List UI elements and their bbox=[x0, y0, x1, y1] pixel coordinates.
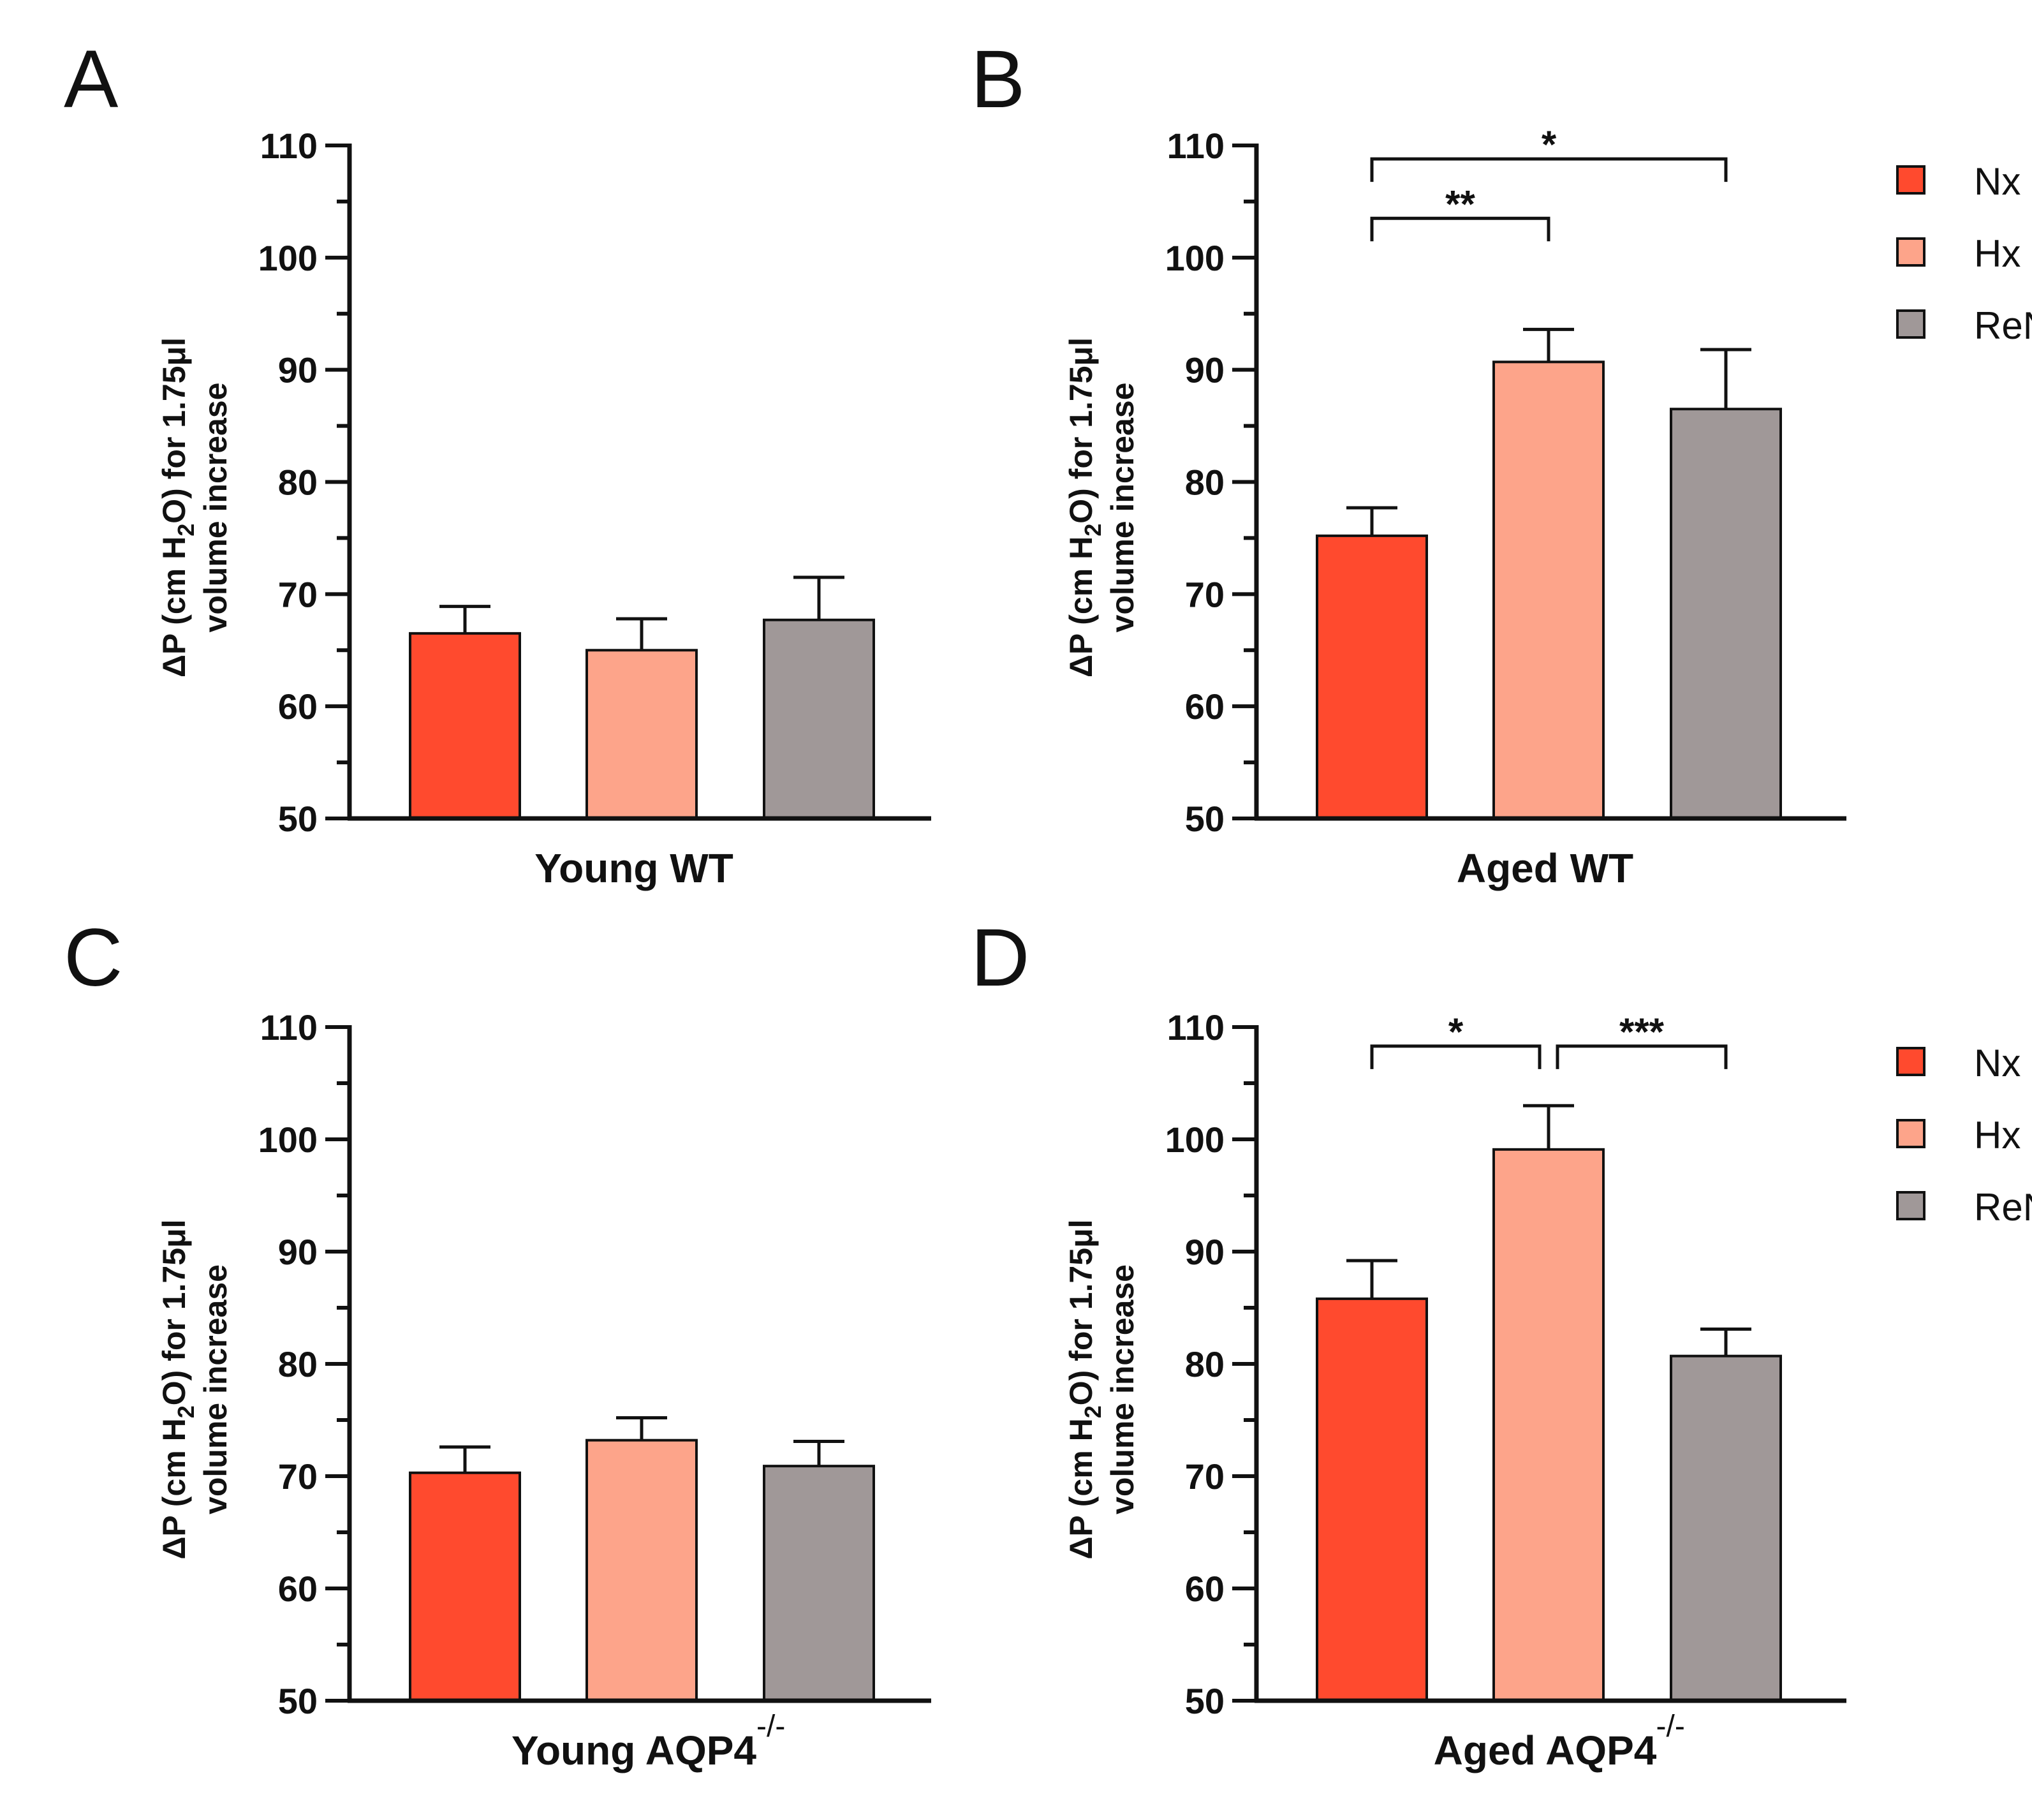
y-axis-title-part: O) for 1.75μl bbox=[1063, 337, 1099, 524]
y-axis-title-part: O) for 1.75μl bbox=[156, 1219, 192, 1405]
y-tick-label: 110 bbox=[1167, 1007, 1225, 1047]
chart-panel-b: B 50 60 70 80 90 100 110 ΔP (cm H2O) for 1.75μl v… bbox=[971, 34, 2032, 891]
y-tick-label: 50 bbox=[278, 1681, 318, 1721]
y-tick-label: 70 bbox=[278, 574, 318, 614]
legend-label-renx: ReNx bbox=[1974, 1186, 2032, 1229]
bar-renx bbox=[763, 618, 875, 820]
legend-label-hx: Hx bbox=[1974, 1114, 2021, 1157]
y-tick-label: 90 bbox=[278, 1232, 318, 1272]
y-tick-label: 90 bbox=[1185, 350, 1225, 390]
y-tick-label: 80 bbox=[278, 1344, 318, 1384]
y-tick-label: 80 bbox=[1185, 1344, 1225, 1384]
y-tick-label: 90 bbox=[1185, 1232, 1225, 1272]
y-axis-title-part: ΔP (cm H bbox=[156, 1418, 192, 1559]
bar-hx bbox=[585, 649, 698, 820]
y-tick-label: 60 bbox=[278, 1569, 318, 1609]
legend-label-hx: Hx bbox=[1974, 232, 2021, 275]
legend-label-nx: Nx bbox=[1974, 160, 2021, 203]
significance-label: *** bbox=[1619, 1010, 1665, 1053]
y-axis-title-line1: ΔP (cm H2O) for 1.75μl bbox=[156, 337, 199, 677]
legend-swatch-nx bbox=[1896, 165, 1925, 195]
y-tick-label: 100 bbox=[258, 1120, 318, 1160]
significance-bracket bbox=[1370, 157, 1728, 182]
y-axis-title-sub: 2 bbox=[173, 524, 199, 536]
bar-hx bbox=[1492, 360, 1605, 820]
legend-swatch-hx bbox=[1896, 237, 1925, 267]
significance-bracket bbox=[1556, 1044, 1728, 1069]
y-axis-title-line2: volume increase bbox=[1105, 1264, 1140, 1514]
y-axis-title-line2: volume increase bbox=[198, 383, 233, 633]
y-tick-label: 60 bbox=[1185, 1569, 1225, 1609]
y-tick-label: 100 bbox=[258, 238, 318, 278]
legend-label-nx: Nx bbox=[1974, 1042, 2021, 1084]
chart-panel-d: D 50 60 70 80 90 100 110 ΔP (cm H2O) for 1.75μl v… bbox=[971, 912, 2032, 1773]
bar-renx bbox=[1670, 408, 1782, 820]
significance-label: * bbox=[1448, 1010, 1464, 1053]
x-axis-label: Young AQP4 bbox=[512, 1728, 756, 1773]
significance-bracket bbox=[1370, 216, 1550, 242]
y-tick-label: 90 bbox=[278, 350, 318, 390]
y-axis-title-part: ΔP (cm H bbox=[1063, 1418, 1099, 1559]
y-axis-title-part: O) for 1.75μl bbox=[156, 337, 192, 524]
y-axis-title-line1: ΔP (cm H2O) for 1.75μl bbox=[156, 1219, 199, 1559]
x-axis-label: Aged AQP4 bbox=[1434, 1728, 1657, 1773]
x-axis-label: Young WT bbox=[534, 845, 733, 891]
legend-swatch-renx bbox=[1896, 309, 1925, 339]
y-axis-title-sub: 2 bbox=[1080, 1405, 1106, 1418]
panel-letter: C bbox=[64, 912, 122, 1003]
x-axis-label-superscript: -/- bbox=[756, 1710, 785, 1743]
significance-bracket bbox=[1370, 1044, 1542, 1069]
y-axis-title-part: O) for 1.75μl bbox=[1063, 1219, 1099, 1405]
legend-swatch-renx bbox=[1896, 1191, 1925, 1220]
bar-renx bbox=[763, 1465, 875, 1702]
x-axis-label: Aged WT bbox=[1457, 845, 1633, 891]
y-axis-title-sub: 2 bbox=[1080, 524, 1106, 536]
y-axis-title-part: ΔP (cm H bbox=[1063, 536, 1099, 677]
bar-renx bbox=[1670, 1354, 1782, 1702]
bar-nx bbox=[409, 1471, 521, 1702]
y-axis-title-line2: volume increase bbox=[1105, 383, 1140, 633]
y-tick-label: 80 bbox=[278, 462, 318, 503]
y-axis-title-line1: ΔP (cm H2O) for 1.75μl bbox=[1063, 1219, 1106, 1559]
bar-nx bbox=[1316, 1297, 1428, 1703]
y-axis-title-part: ΔP (cm H bbox=[156, 536, 192, 677]
panel-letter: B bbox=[971, 34, 1025, 125]
significance-label: * bbox=[1542, 123, 1557, 166]
legend-swatch-hx bbox=[1896, 1119, 1925, 1148]
y-tick-label: 80 bbox=[1185, 462, 1225, 503]
bar-hx bbox=[1492, 1148, 1605, 1702]
y-tick-label: 50 bbox=[278, 799, 318, 839]
y-tick-label: 50 bbox=[1185, 1681, 1225, 1721]
bar-nx bbox=[409, 632, 521, 820]
y-tick-label: 100 bbox=[1165, 238, 1225, 278]
chart-panel-c: C 50 60 70 80 90 100 110 ΔP (cm H2O) for 1.75μl v… bbox=[64, 912, 931, 1773]
bar-hx bbox=[585, 1439, 698, 1702]
y-tick-label: 60 bbox=[1185, 686, 1225, 727]
legend-swatch-nx bbox=[1896, 1047, 1925, 1076]
y-tick-label: 110 bbox=[260, 1007, 318, 1047]
x-axis-label-superscript: -/- bbox=[1656, 1710, 1685, 1743]
y-tick-label: 110 bbox=[1167, 126, 1225, 166]
y-tick-label: 50 bbox=[1185, 799, 1225, 839]
y-axis-title-line1: ΔP (cm H2O) for 1.75μl bbox=[1063, 337, 1106, 677]
y-tick-label: 110 bbox=[260, 126, 318, 166]
significance-label: ** bbox=[1445, 182, 1475, 225]
y-tick-label: 60 bbox=[278, 686, 318, 727]
y-tick-label: 70 bbox=[1185, 1456, 1225, 1497]
y-axis-title-line2: volume increase bbox=[198, 1264, 233, 1514]
y-axis-title-sub: 2 bbox=[173, 1405, 199, 1418]
panel-letter: D bbox=[971, 912, 1029, 1003]
legend-label-renx: ReNx bbox=[1974, 304, 2032, 347]
y-tick-label: 70 bbox=[1185, 574, 1225, 614]
bar-nx bbox=[1316, 534, 1428, 820]
y-tick-label: 70 bbox=[278, 1456, 318, 1497]
chart-panel-a: A 50 60 70 80 90 100 110 ΔP (cm H2O) for 1.75μl v… bbox=[64, 34, 931, 891]
y-tick-label: 100 bbox=[1165, 1120, 1225, 1160]
panel-letter: A bbox=[64, 34, 119, 125]
